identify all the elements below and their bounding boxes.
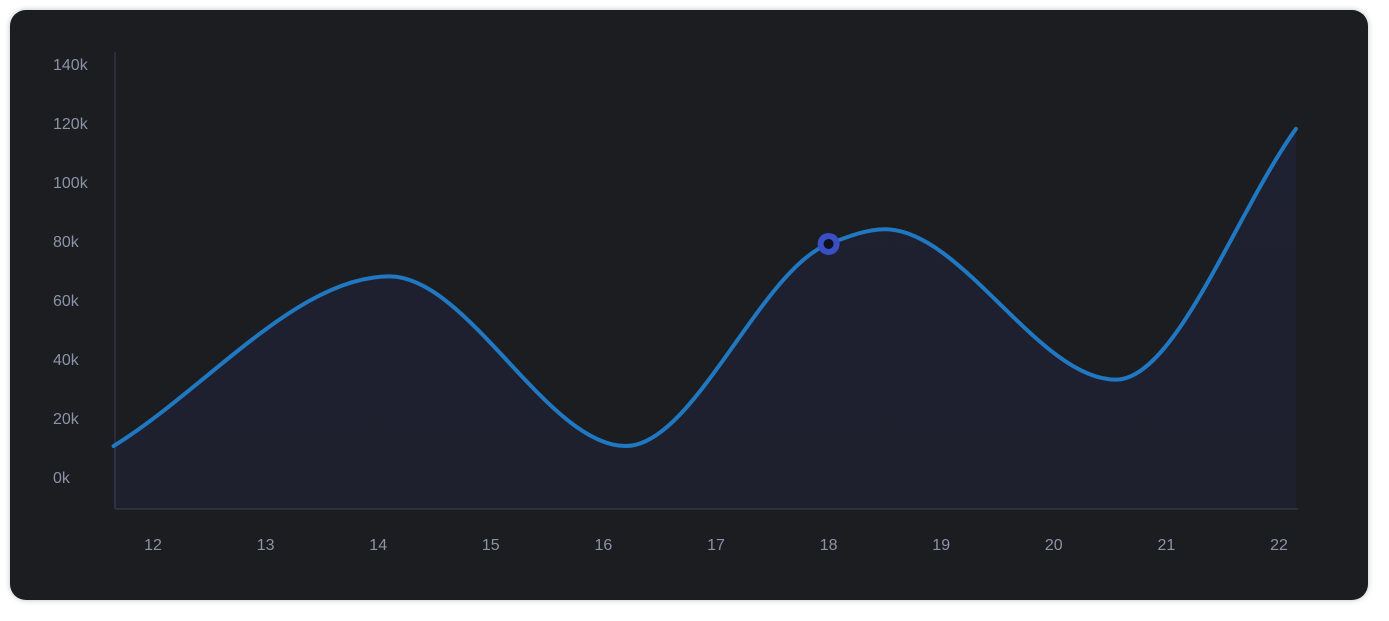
x-tick-label: 12 (144, 537, 162, 554)
x-tick-label: 21 (1158, 537, 1176, 554)
x-tick-label: 20 (1045, 537, 1063, 554)
x-tick-label: 22 (1270, 537, 1288, 554)
y-tick-label: 40k (53, 352, 80, 369)
chart-card: 0k 20k 40k 60k 80k 100k 120k 140k 12 13 14 15 16 17 1… (10, 10, 1368, 600)
highlight-marker-layer (818, 233, 840, 255)
y-tick-label: 20k (53, 411, 80, 428)
y-tick-label: 140k (53, 57, 89, 74)
y-tick-label: 120k (53, 116, 89, 133)
area-fill-layer (114, 129, 1296, 509)
x-tick-labels: 12 13 14 15 16 17 18 19 20 21 22 (144, 537, 1288, 554)
y-tick-label: 100k (53, 175, 89, 192)
highlight-marker-center (824, 239, 834, 249)
x-tick-label: 19 (932, 537, 950, 554)
series-area-fill (114, 129, 1296, 509)
y-tick-label: 0k (53, 470, 71, 487)
x-tick-label: 16 (595, 537, 613, 554)
y-tick-labels: 0k 20k 40k 60k 80k 100k 120k 140k (53, 57, 89, 487)
x-tick-label: 15 (482, 537, 500, 554)
x-tick-label: 17 (707, 537, 725, 554)
y-tick-label: 60k (53, 293, 80, 310)
x-tick-label: 13 (257, 537, 275, 554)
x-tick-label: 18 (820, 537, 838, 554)
y-tick-label: 80k (53, 234, 80, 251)
x-tick-label: 14 (369, 537, 387, 554)
